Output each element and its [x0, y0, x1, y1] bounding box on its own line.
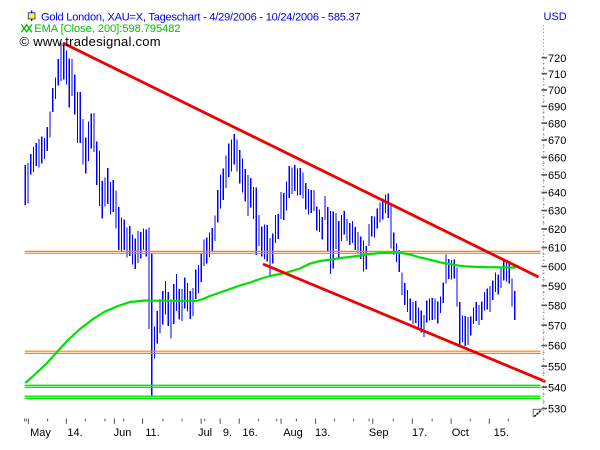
svg-text:680: 680: [548, 118, 566, 130]
svg-text:550: 550: [548, 361, 566, 373]
svg-text:570: 570: [548, 320, 566, 332]
svg-text:610: 610: [548, 243, 566, 255]
svg-text:Jun: Jun: [114, 427, 132, 439]
svg-text:710: 710: [548, 69, 566, 81]
svg-text:640: 640: [548, 188, 566, 200]
svg-text:620: 620: [548, 224, 566, 236]
svg-text:16.: 16.: [242, 427, 257, 439]
svg-text:530: 530: [548, 404, 566, 416]
svg-text:Gold London, XAU=X, Tageschart: Gold London, XAU=X, Tageschart - 4/29/20…: [41, 12, 360, 24]
svg-text:Oct: Oct: [452, 427, 469, 439]
svg-text:Aug: Aug: [283, 427, 303, 439]
svg-text:EMA [Close, 200]:598.795482: EMA [Close, 200]:598.795482: [34, 23, 180, 35]
svg-text:560: 560: [548, 341, 566, 353]
svg-text:13.: 13.: [315, 427, 330, 439]
svg-text:Jul: Jul: [198, 427, 212, 439]
svg-text:14.: 14.: [67, 427, 82, 439]
svg-text:540: 540: [548, 382, 566, 394]
svg-text:660: 660: [548, 153, 566, 165]
svg-text:Sep: Sep: [369, 427, 389, 439]
svg-text:17.: 17.: [412, 427, 427, 439]
svg-text:700: 700: [548, 85, 566, 97]
svg-text:600: 600: [548, 262, 566, 274]
svg-text:USD: USD: [544, 11, 567, 23]
svg-text:May: May: [30, 427, 51, 439]
svg-text:720: 720: [548, 53, 566, 65]
svg-text:670: 670: [548, 135, 566, 147]
svg-text:© www.tradesignal.com: © www.tradesignal.com: [20, 34, 161, 49]
svg-text:11.: 11.: [145, 427, 159, 439]
svg-text:650: 650: [548, 170, 566, 182]
svg-text:690: 690: [548, 102, 566, 114]
svg-text:580: 580: [548, 301, 566, 313]
svg-text:590: 590: [548, 281, 566, 293]
svg-text:9.: 9.: [223, 427, 232, 439]
svg-text:630: 630: [548, 206, 566, 218]
svg-text:15.: 15.: [494, 427, 509, 439]
